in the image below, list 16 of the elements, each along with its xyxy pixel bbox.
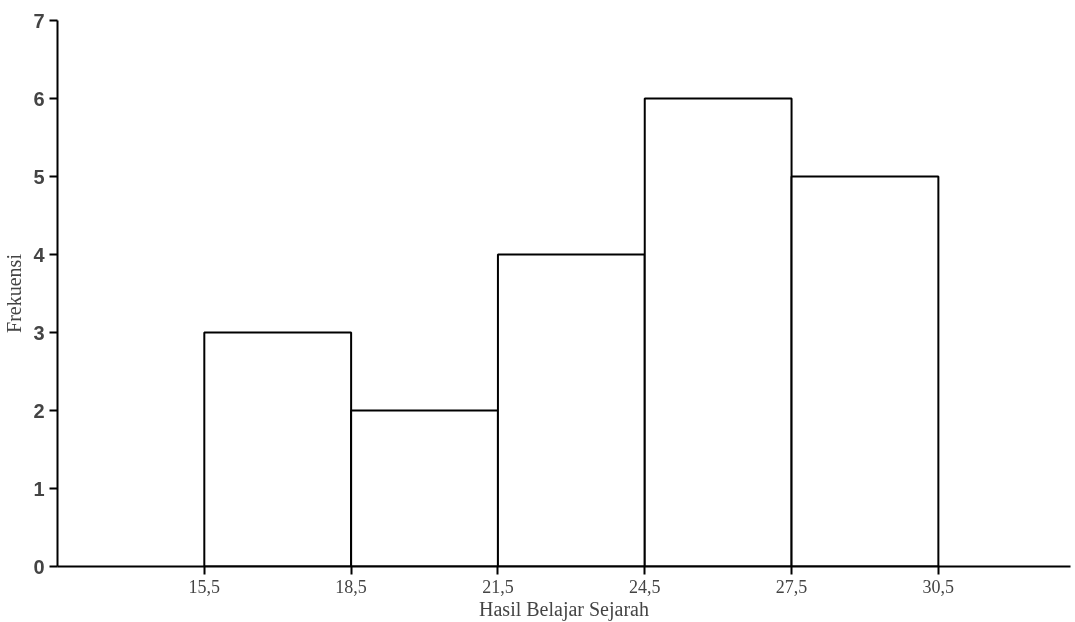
x-tick-label: 18,5 <box>335 576 367 597</box>
y-tick-label: 0 <box>33 555 45 578</box>
x-tick-label: 27,5 <box>775 576 808 597</box>
x-tick-label: 30,5 <box>922 576 955 597</box>
y-axis-title: Frekuensi <box>3 253 26 333</box>
y-tick-label: 7 <box>33 9 45 32</box>
y-tick-label: 4 <box>33 243 46 266</box>
x-tick-label: 24,5 <box>629 576 661 597</box>
y-tick-label: 3 <box>33 321 45 344</box>
y-tick-label: 1 <box>33 477 45 500</box>
x-tick-label: 21,5 <box>482 576 514 597</box>
y-tick-label: 2 <box>33 399 45 422</box>
x-tick-label: 15,5 <box>188 576 221 597</box>
x-axis-title: Hasil Belajar Sejarah <box>479 597 649 621</box>
y-tick-label: 6 <box>33 87 45 110</box>
y-tick-label: 5 <box>33 165 45 188</box>
